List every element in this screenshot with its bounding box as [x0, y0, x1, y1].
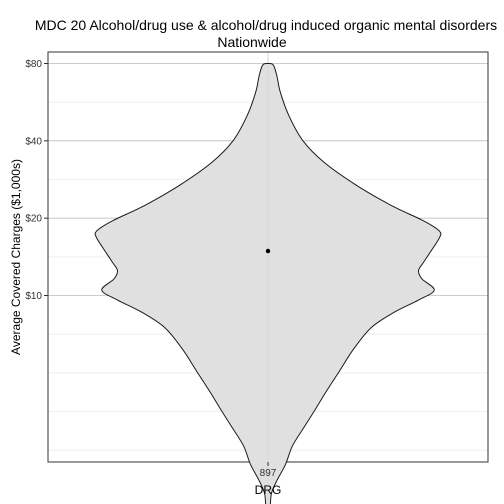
x-tick-label: 897 — [260, 468, 277, 479]
y-tick-label: $40 — [25, 136, 42, 147]
y-tick-label: $20 — [25, 214, 42, 225]
y-axis-ticks: $10 $20 $40 $80 — [25, 59, 48, 302]
y-axis-label: Average Covered Charges ($1,000s) — [9, 159, 23, 355]
y-tick-label: $80 — [25, 59, 42, 70]
violin-layer — [94, 62, 442, 504]
chart-title: MDC 20 Alcohol/drug use & alcohol/drug i… — [34, 17, 498, 33]
chart-subtitle: Nationwide — [217, 34, 287, 50]
y-tick-label: $10 — [25, 291, 42, 302]
x-axis-label: DRG — [255, 483, 282, 497]
point-estimate — [265, 248, 271, 254]
x-axis-ticks: 897 — [260, 462, 277, 479]
